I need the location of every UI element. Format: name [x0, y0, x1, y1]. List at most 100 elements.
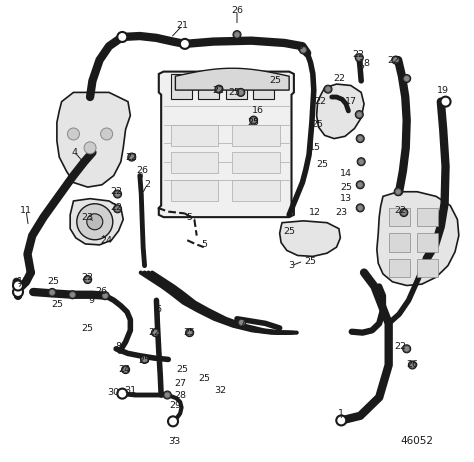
Circle shape: [84, 142, 96, 154]
Text: 5: 5: [187, 213, 192, 222]
Text: 12: 12: [309, 208, 321, 217]
Circle shape: [251, 118, 256, 122]
Circle shape: [403, 74, 410, 83]
Circle shape: [235, 32, 239, 37]
Circle shape: [238, 90, 243, 95]
Circle shape: [357, 55, 362, 60]
Circle shape: [50, 290, 55, 295]
Circle shape: [404, 346, 409, 351]
Circle shape: [114, 205, 121, 213]
Circle shape: [168, 416, 178, 426]
Circle shape: [404, 76, 409, 81]
Text: 15: 15: [309, 143, 321, 152]
Circle shape: [69, 291, 76, 299]
Text: 22: 22: [314, 97, 326, 106]
Text: 22: 22: [212, 85, 224, 95]
Bar: [232, 125, 280, 146]
Circle shape: [336, 415, 346, 426]
Circle shape: [301, 48, 306, 52]
Bar: [171, 180, 218, 201]
Circle shape: [70, 292, 75, 297]
Circle shape: [152, 328, 159, 337]
Text: 22: 22: [82, 273, 94, 282]
Circle shape: [394, 188, 402, 196]
Circle shape: [357, 112, 362, 117]
Text: 21: 21: [176, 21, 189, 30]
Text: 25: 25: [138, 356, 151, 365]
Text: 25: 25: [198, 374, 210, 383]
Circle shape: [238, 318, 246, 327]
Text: 22: 22: [110, 203, 122, 213]
Circle shape: [356, 204, 364, 212]
Circle shape: [77, 204, 113, 240]
Text: 26: 26: [95, 286, 107, 296]
Text: 25: 25: [183, 328, 196, 337]
Text: 30: 30: [108, 388, 120, 397]
Text: 23: 23: [335, 208, 347, 217]
Circle shape: [85, 277, 90, 282]
Bar: [389, 233, 410, 252]
Text: 23: 23: [82, 213, 94, 222]
Text: 7: 7: [239, 319, 245, 328]
Circle shape: [250, 116, 257, 124]
Circle shape: [410, 363, 415, 367]
Bar: [389, 259, 410, 277]
Text: 31: 31: [124, 386, 137, 395]
Text: 16: 16: [252, 106, 264, 116]
Text: 25: 25: [247, 118, 260, 127]
Text: 17: 17: [345, 97, 357, 106]
Text: 2: 2: [144, 180, 150, 189]
Text: 25: 25: [304, 256, 317, 266]
Text: 20: 20: [292, 42, 305, 51]
Polygon shape: [70, 199, 123, 245]
Text: 25: 25: [340, 182, 352, 192]
Circle shape: [409, 361, 416, 369]
Circle shape: [141, 355, 148, 364]
Text: 25: 25: [51, 300, 63, 310]
Circle shape: [13, 287, 23, 297]
Polygon shape: [159, 72, 294, 217]
Circle shape: [103, 293, 108, 298]
Text: 22: 22: [110, 187, 122, 196]
Text: 22: 22: [352, 50, 364, 59]
Circle shape: [215, 85, 223, 93]
Polygon shape: [57, 92, 130, 187]
Text: 1: 1: [338, 409, 344, 418]
Text: 25: 25: [283, 226, 295, 236]
Circle shape: [67, 128, 80, 140]
Text: 25: 25: [47, 277, 59, 286]
Circle shape: [400, 208, 408, 217]
Circle shape: [359, 159, 364, 164]
Text: 22: 22: [333, 74, 345, 83]
Circle shape: [392, 56, 400, 64]
Polygon shape: [377, 192, 459, 286]
Polygon shape: [175, 68, 289, 90]
Circle shape: [117, 389, 128, 399]
Circle shape: [356, 181, 364, 189]
Text: 25: 25: [82, 323, 94, 333]
Text: 5: 5: [201, 240, 207, 249]
Bar: [171, 74, 192, 99]
Bar: [198, 74, 219, 99]
Circle shape: [117, 32, 128, 42]
Circle shape: [403, 345, 410, 353]
Circle shape: [100, 128, 113, 140]
Circle shape: [165, 393, 170, 397]
Text: 11: 11: [20, 206, 32, 215]
Circle shape: [13, 280, 23, 291]
Circle shape: [129, 155, 134, 159]
Bar: [417, 208, 438, 226]
Circle shape: [87, 214, 103, 230]
Circle shape: [357, 158, 365, 166]
Circle shape: [101, 292, 109, 300]
Circle shape: [356, 134, 364, 143]
Bar: [389, 208, 410, 226]
Text: 27: 27: [174, 379, 186, 388]
Bar: [232, 152, 280, 173]
Circle shape: [84, 275, 91, 284]
Text: 22: 22: [387, 55, 400, 65]
Circle shape: [358, 182, 363, 187]
Circle shape: [237, 88, 245, 97]
Circle shape: [48, 288, 56, 297]
Circle shape: [142, 357, 147, 362]
